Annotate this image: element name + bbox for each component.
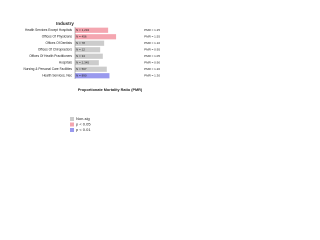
bar (75, 40, 105, 46)
y-tick-label: Offices Of Physicians (42, 35, 73, 39)
legend-label: p < 0.05 (76, 122, 91, 127)
bar (75, 47, 101, 53)
n-label: N = 1,234 (76, 28, 89, 32)
n-label: N = 78 (76, 41, 85, 45)
x-axis-title: Proportionate Mortality Ratio (PMR) (78, 88, 143, 92)
y-tick-label: Offices Of Health Practitioners (29, 54, 72, 58)
chart-title: Industry (56, 21, 74, 26)
bar (75, 27, 109, 33)
bar (75, 34, 117, 40)
y-tick-label: Offices Of Chiropractors (38, 48, 73, 52)
n-label: N = 12 (76, 48, 85, 52)
n-label: N = 567 (76, 67, 87, 71)
value-label: PMR = 1.20 (144, 67, 160, 71)
y-tick-label: Health Services, Nec (42, 74, 72, 78)
legend-swatch (70, 122, 74, 127)
n-label: N = 456 (76, 35, 87, 39)
value-label: PMR = 1.25 (144, 28, 160, 32)
value-label: PMR = 1.10 (144, 41, 160, 45)
n-label: N = 2,345 (76, 61, 89, 65)
bar (75, 66, 107, 72)
legend-swatch (70, 117, 74, 121)
value-label: PMR = 1.05 (144, 54, 160, 58)
y-tick-label: Nursing & Personal Care Facilities (23, 67, 72, 71)
n-label: N = 34 (76, 54, 85, 58)
value-label: PMR = 0.90 (144, 61, 160, 65)
bar (75, 60, 99, 66)
n-label: N = 890 (76, 74, 87, 78)
value-label: PMR = 0.95 (144, 48, 160, 52)
chart: Industry Proportionate Mortality Ratio (… (23, 21, 160, 132)
y-tick-label: Hospitals (59, 61, 73, 65)
bar (75, 73, 110, 79)
y-tick-label: Health Services Except Hospitals (25, 28, 72, 32)
y-tick-label: Offices Of Dentists (45, 41, 72, 45)
legend-swatch (70, 128, 74, 132)
value-label: PMR = 1.30 (144, 74, 160, 78)
legend-label: p < 0.01 (76, 127, 91, 132)
bar (75, 53, 103, 59)
legend-label: Non-sig (76, 116, 90, 121)
value-label: PMR = 1.55 (144, 35, 160, 39)
